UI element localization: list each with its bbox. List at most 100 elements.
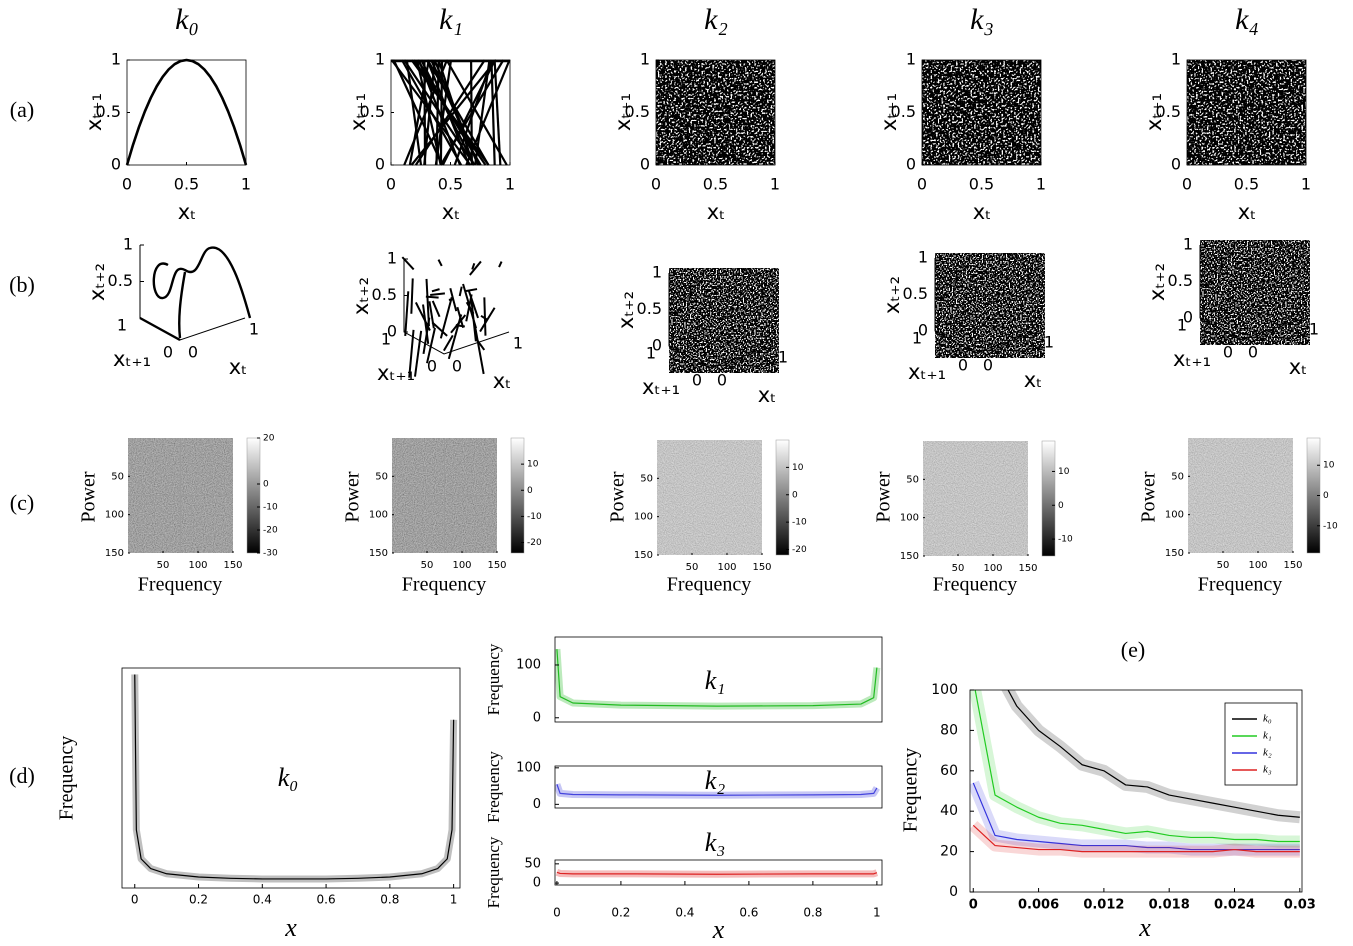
y-tick-label: 150: [369, 548, 388, 559]
trajectory-texture: [408, 329, 415, 378]
x-axis-label: Frequency: [138, 574, 222, 596]
x-tick-label: 0: [452, 357, 462, 376]
y-tick-label: 0: [692, 371, 702, 390]
x-tick-label: 1: [873, 906, 881, 920]
scatter-texture: [1187, 60, 1306, 165]
x-axis-label: xₜ: [493, 369, 512, 393]
trajectory-texture: [415, 59, 442, 166]
x-tick-label: 1: [778, 348, 788, 367]
x-tick-label: 1: [770, 175, 780, 194]
y-tick-label: 100: [634, 512, 653, 523]
colorbar-tick-label: -10: [527, 512, 542, 522]
colorbar-tick-label: -20: [792, 545, 807, 555]
x-tick-label: 0.006: [1018, 898, 1059, 913]
legend-label: k₃: [1263, 764, 1272, 776]
y-axis-label: xₜ₊₁: [377, 361, 415, 385]
trajectory-texture: [493, 59, 502, 166]
x-axis-label: Frequency: [933, 574, 1017, 596]
trajectory-texture: [465, 288, 478, 293]
trajectory-texture: [473, 324, 485, 375]
y-tick-label: 100: [105, 510, 124, 521]
y-axis-label: Frequency: [900, 748, 922, 832]
colorbar-tick-label: 0: [1058, 501, 1064, 511]
colorbar-tick-label: -30: [263, 549, 278, 559]
x-tick-label: 0.018: [1149, 898, 1190, 913]
axes-frame: [121, 667, 461, 889]
x-tick-label: 0.4: [675, 906, 694, 920]
y-tick-label: 150: [634, 550, 653, 561]
x-tick-label: 1: [249, 320, 259, 339]
y-tick-label: 0: [533, 797, 541, 812]
trajectory-texture: [431, 321, 448, 337]
x-tick-label: 0: [969, 898, 978, 913]
trajectory-texture: [479, 307, 496, 333]
y-axis-label: xₜ₊₁: [642, 375, 680, 399]
z-tick-label: 1: [918, 248, 928, 267]
column-title: k₃: [970, 3, 994, 36]
z-tick-label: 0.5: [903, 284, 928, 303]
y-tick-label: 1: [1177, 316, 1187, 335]
trajectory-texture: [431, 300, 441, 318]
trajectory-texture: [480, 314, 488, 321]
y-tick-label: 1: [646, 344, 656, 363]
y-tick-label: 100: [369, 510, 388, 521]
trajectory-texture: [428, 301, 435, 329]
y-tick-label: 0: [1223, 343, 1233, 362]
y-tick-label: 0: [640, 155, 650, 174]
legend: k₀ k₁ k₂ k₃: [1224, 702, 1298, 786]
y-tick-label: 80: [940, 722, 958, 738]
x-tick-label: 0: [553, 906, 561, 920]
y-tick-label: 1: [906, 50, 916, 69]
x-axis-label: xₜ: [758, 383, 777, 407]
y-tick-label: 50: [375, 471, 388, 482]
y-axis-label: Power: [607, 471, 629, 522]
spectrum-image: [657, 440, 762, 555]
z-axis-label: xₜ₊₂: [880, 276, 904, 314]
y-axis-label: xₜ₊₁: [82, 93, 106, 131]
x-tick-label: 1: [505, 175, 515, 194]
x-tick-label: 150: [1018, 563, 1037, 574]
trajectory-texture: [408, 59, 430, 166]
trajectory-texture: [430, 292, 446, 296]
y-tick-label: 0: [533, 876, 541, 891]
column-title: k₂: [704, 3, 728, 36]
x-tick-label: 0: [917, 175, 927, 194]
y-tick-label: 0: [427, 357, 437, 376]
y-tick-label: 0: [949, 884, 958, 900]
panel-label: k₃: [705, 828, 726, 857]
trajectory-texture: [416, 59, 482, 166]
line: [125, 58, 248, 166]
trajectory-texture: [420, 59, 476, 166]
row-label: (c): [10, 490, 34, 515]
x-tick-label: 0.8: [380, 893, 399, 907]
y-tick-label: 1: [912, 329, 922, 348]
x-tick-label: 150: [487, 560, 506, 571]
y-tick-label: 0: [375, 155, 385, 174]
z-tick-label: 1: [123, 235, 133, 254]
x-tick-label: 0.6: [739, 906, 758, 920]
axes-frame: [554, 636, 883, 723]
trajectory-texture: [405, 59, 423, 166]
z-tick-label: 1: [387, 249, 397, 268]
trajectory-texture: [483, 297, 487, 336]
y-tick-label: 1: [640, 50, 650, 69]
x-axis-label: xₜ: [707, 200, 726, 224]
scatter-texture: [922, 60, 1041, 165]
spectrum-image: [923, 441, 1028, 556]
y-axis-label: Frequency: [484, 836, 503, 908]
trajectory-texture: [449, 287, 458, 312]
trajectory-texture: [422, 317, 431, 355]
row-label: (b): [9, 272, 35, 297]
x-tick-label: 50: [1217, 560, 1230, 571]
x-tick-label: 0.024: [1214, 898, 1255, 913]
y-axis-label: xₜ₊₁: [1142, 93, 1166, 131]
trajectory-texture: [437, 59, 475, 166]
panel-label: k₀: [278, 763, 299, 792]
x-tick-label: 1: [1301, 175, 1311, 194]
trajectory-texture: [392, 59, 444, 166]
column-titles: k₀ k₁ k₂ k₃ k₄: [175, 3, 1259, 36]
y-axis-label: xₜ₊₁: [113, 347, 151, 371]
